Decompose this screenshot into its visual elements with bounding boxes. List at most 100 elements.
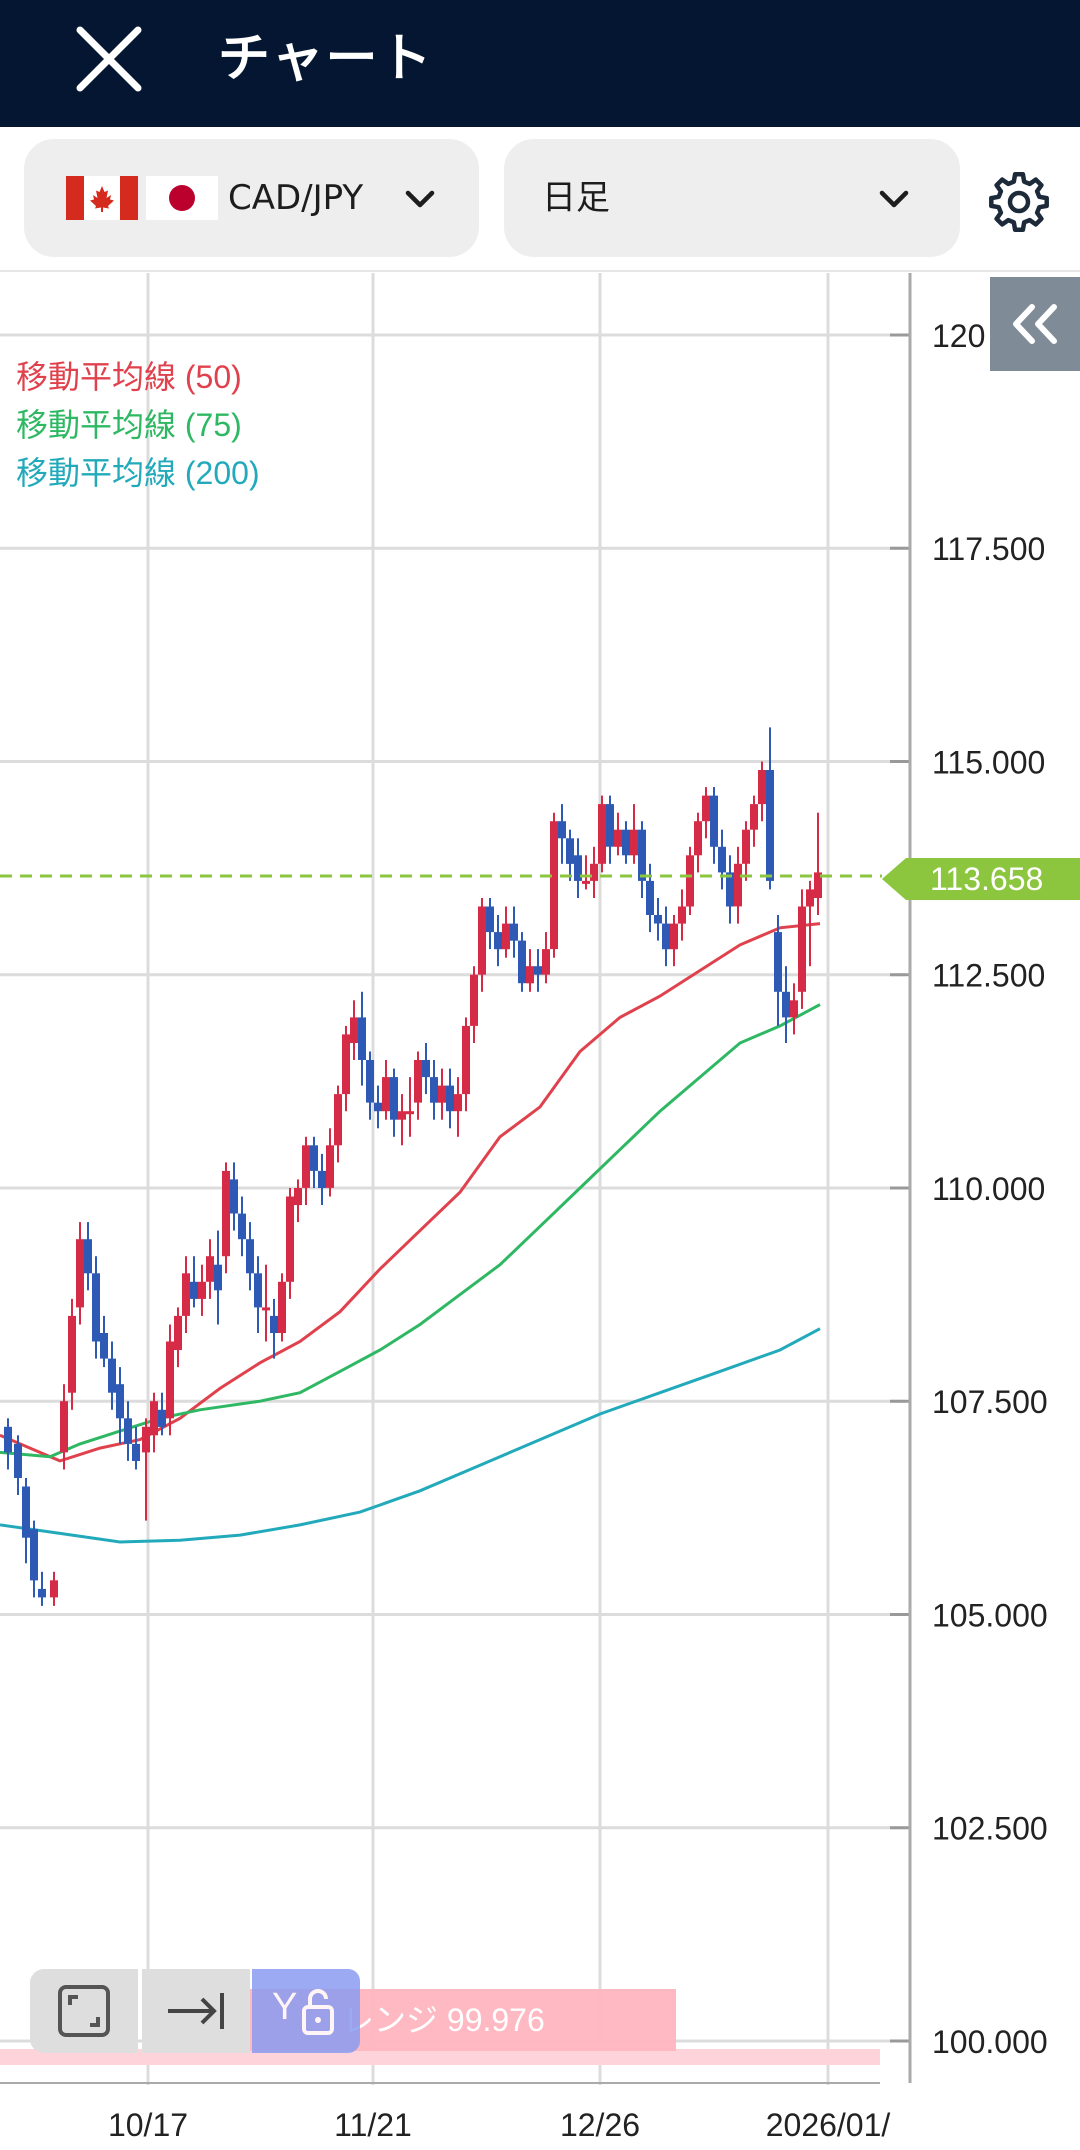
candle-body	[462, 1025, 470, 1095]
candle-body	[750, 804, 758, 830]
page-title: チャート	[218, 29, 434, 89]
candle-body	[422, 1060, 430, 1078]
candle-body	[638, 829, 646, 881]
candle-body	[542, 949, 550, 975]
candle-body	[4, 1426, 12, 1453]
candle-body	[214, 1264, 222, 1291]
candle-body	[814, 872, 822, 898]
candle-body	[702, 795, 710, 822]
candle-body	[686, 855, 694, 907]
candle-body	[116, 1384, 124, 1419]
candle-body	[22, 1486, 30, 1538]
legend-ma75: 移動平均線 (75)	[16, 407, 242, 443]
candle-body	[510, 923, 518, 941]
candle-body	[92, 1273, 100, 1342]
x-tick-label: 11/21	[334, 2107, 412, 2143]
x-tick-label: 2026/01/	[766, 2107, 891, 2143]
candle-body	[566, 838, 574, 864]
candle-body	[790, 1000, 798, 1018]
candle-body	[150, 1401, 158, 1436]
candle-body	[646, 880, 654, 915]
candle-body	[374, 1102, 382, 1112]
candle-body	[694, 821, 702, 856]
candle-body	[246, 1239, 254, 1274]
candle-body	[262, 1307, 270, 1311]
candle-body	[670, 923, 678, 950]
candle-body	[50, 1580, 58, 1598]
candle-body	[60, 1401, 68, 1453]
candle-body	[758, 770, 766, 805]
candle-body	[726, 872, 734, 907]
candle-body	[206, 1256, 214, 1282]
japan-flag-icon	[146, 176, 218, 220]
y-tick-label: 107.500	[932, 1384, 1048, 1420]
fullscreen-button[interactable]	[30, 1969, 138, 2053]
candle-body	[662, 923, 670, 950]
candle-body	[38, 1588, 46, 1598]
ma75-line	[0, 1003, 821, 1459]
close-icon[interactable]	[72, 22, 146, 96]
candle-body	[350, 1017, 358, 1043]
candle-body	[766, 770, 774, 881]
period-selector[interactable]: 日足	[504, 139, 960, 257]
x-tick-label: 10/17	[108, 2107, 188, 2143]
candle-body	[390, 1077, 398, 1120]
candle-body	[358, 1017, 366, 1060]
candle-body	[14, 1443, 22, 1478]
candle-body	[382, 1077, 390, 1112]
candle-body	[182, 1273, 190, 1316]
candle-body	[174, 1315, 182, 1350]
candle-body	[326, 1145, 334, 1188]
chevron-down-icon	[879, 190, 909, 208]
candle-body	[734, 863, 742, 907]
y-axis-lock-button[interactable]: Y	[252, 1969, 360, 2053]
y-tick-label: 100.000	[932, 2024, 1048, 2060]
currency-pair-selector[interactable]: CAD/JPY	[24, 139, 479, 257]
y-tick-label: 102.500	[932, 1811, 1048, 1847]
candle-body	[454, 1094, 462, 1112]
jump-to-end-icon	[168, 1993, 224, 2029]
collapse-panel-button[interactable]	[990, 277, 1080, 371]
y-tick-label: 120	[932, 318, 985, 354]
candle-body	[430, 1077, 438, 1103]
candle-body	[230, 1179, 238, 1214]
range-strip	[0, 2049, 880, 2065]
candle-body	[30, 1529, 38, 1581]
candle-body	[558, 821, 566, 839]
jump-to-latest-button[interactable]	[142, 1969, 250, 2053]
candle-body	[100, 1333, 108, 1359]
chart-area[interactable]: 120 117.500 115.000 112.500 110.000 107.500 10…	[0, 273, 1080, 2150]
candle-body	[158, 1409, 166, 1427]
x-tick-label: 12/26	[560, 2107, 640, 2143]
candle-body	[84, 1239, 92, 1274]
y-tick-label: 110.000	[932, 1171, 1045, 1207]
candlestick-chart[interactable]: 120 117.500 115.000 112.500 110.000 107.500 10…	[0, 273, 1080, 2150]
candle-body	[278, 1281, 286, 1333]
candle-body	[654, 915, 662, 924]
chart-toolbar: CAD/JPY 日足	[0, 127, 1080, 272]
candle-body	[590, 863, 598, 881]
candle-body	[334, 1094, 342, 1146]
candle-body	[302, 1145, 310, 1188]
candle-body	[124, 1418, 132, 1444]
candle-body	[710, 795, 718, 847]
double-chevron-left-icon	[1013, 304, 1057, 344]
candle-body	[414, 1060, 422, 1103]
current-price-tag: 113.658	[882, 858, 1080, 900]
candle-body	[782, 991, 790, 1018]
app-header: チャート	[0, 0, 1080, 127]
candle-body	[486, 906, 494, 933]
y-tick-label: 105.000	[932, 1597, 1048, 1633]
candle-body	[494, 932, 502, 950]
range-label: レンジ 99.976	[342, 2002, 545, 2038]
candle-body	[318, 1170, 326, 1188]
candle-body	[502, 923, 510, 950]
gear-icon[interactable]	[986, 169, 1052, 235]
candle-body	[478, 906, 486, 975]
candle-body	[294, 1188, 302, 1206]
candle-body	[76, 1239, 84, 1308]
y-tick-label: 117.500	[932, 531, 1045, 567]
candle-body	[622, 829, 630, 856]
canada-flag-icon	[66, 176, 138, 220]
candle-body	[366, 1060, 374, 1103]
